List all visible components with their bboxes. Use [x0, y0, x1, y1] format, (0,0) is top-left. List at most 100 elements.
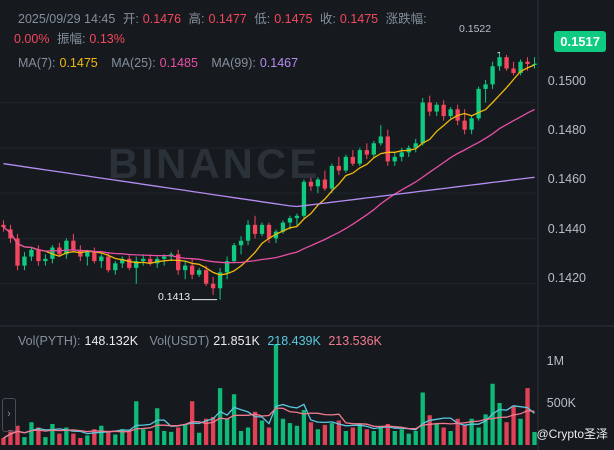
volume-axis-label: 1M — [546, 354, 564, 368]
price-axis-label: 0.1480 — [547, 123, 586, 137]
volume-bar — [273, 344, 279, 445]
volume-bar — [301, 410, 307, 445]
candle-body — [85, 252, 90, 257]
candle-body — [252, 224, 258, 234]
volume-bar — [497, 403, 502, 445]
candle-body — [120, 258, 125, 264]
volume-info-line: Vol(PYTH): 148.132K Vol(USDT) 21.851K 218.… — [18, 334, 386, 348]
volume-bar — [287, 423, 293, 445]
candle-body — [22, 256, 27, 266]
volume-bar — [511, 405, 516, 445]
candle-body — [322, 179, 328, 189]
volume-bar — [231, 394, 237, 445]
volume-bar — [378, 425, 383, 445]
volume-ma1-line — [3, 403, 535, 439]
volume-bar — [1, 438, 6, 445]
close-label: 收: — [319, 12, 336, 26]
volume-bar — [8, 430, 13, 445]
volume-bar — [406, 433, 411, 445]
ma99-label: MA(99): — [211, 56, 256, 70]
amplitude-value: 0.13% — [89, 32, 125, 46]
volume-bar — [532, 432, 537, 445]
volume-bar — [252, 411, 258, 445]
candle-body — [385, 136, 390, 162]
candle-body — [525, 61, 530, 64]
candle-body — [420, 102, 425, 144]
volume-ma2-line — [3, 407, 535, 439]
volume-bar — [203, 418, 209, 445]
binance-watermark: BINANCE — [108, 140, 321, 187]
volume-bar — [350, 427, 356, 445]
vol-pyth-value: 148.132K — [84, 334, 139, 348]
volume-bar — [78, 438, 83, 445]
low-value: 0.1475 — [274, 12, 313, 26]
candle-body — [148, 258, 153, 264]
volume-bar — [92, 429, 97, 445]
candle-body — [210, 283, 216, 289]
ohlc-info-line: 2025/09/29 14:45 开: 0.1476 高: 0.1477 低: 0.1… — [18, 8, 431, 27]
volume-bar — [427, 415, 432, 445]
current-price-tag: 0.1517 — [554, 31, 606, 52]
candle-body — [483, 84, 488, 89]
candle-body — [99, 256, 104, 262]
candle-body — [266, 224, 272, 239]
volume-bar — [113, 434, 118, 445]
candle-body — [315, 179, 321, 187]
volume-bar — [71, 433, 76, 445]
volume-bar — [504, 422, 509, 445]
ma99-line — [3, 163, 535, 208]
candle-body — [64, 240, 69, 255]
amplitude-label: 振幅: — [56, 32, 86, 46]
candle-body — [259, 224, 265, 234]
volume-bar — [357, 424, 362, 445]
volume-bar — [85, 435, 90, 445]
ma99-value: 0.1467 — [259, 56, 299, 70]
volume-bar — [162, 431, 167, 445]
close-value: 0.1475 — [339, 12, 379, 26]
candle-body — [245, 224, 251, 241]
volume-bar — [364, 429, 369, 445]
candle-body — [504, 57, 509, 69]
volume-bar — [455, 418, 460, 445]
volume-bar — [308, 422, 314, 445]
price-axis-label: 0.1500 — [547, 74, 586, 88]
volume-bar — [15, 425, 20, 445]
volume-bar — [518, 418, 523, 445]
high-label: 高: — [188, 12, 205, 26]
low-label: 低: — [254, 12, 271, 26]
vol-ma1-value: 218.439K — [267, 334, 321, 348]
volume-bar — [476, 427, 481, 445]
volume-bar — [182, 424, 188, 445]
candle-body — [399, 152, 404, 157]
change-value: 0.00% — [14, 32, 50, 46]
datetime: 2025/09/29 14:45 — [18, 12, 116, 26]
candle-body — [106, 256, 111, 271]
ma7-value: 0.1475 — [59, 56, 98, 70]
open-label: 开: — [122, 12, 139, 26]
candle-body — [50, 247, 55, 259]
ma25-line — [3, 108, 535, 264]
candle-body — [462, 120, 467, 130]
volume-bar — [238, 431, 244, 445]
collapse-arrow-button[interactable]: › — [2, 398, 16, 432]
volume-bar — [64, 427, 69, 445]
candle-body — [308, 181, 314, 187]
low-marker-label: 0.1413 — [158, 291, 191, 303]
volume-bar — [155, 408, 160, 445]
volume-bar — [525, 388, 530, 445]
volume-bar — [210, 417, 216, 445]
volume-bar — [434, 424, 439, 445]
volume-bar — [148, 431, 153, 445]
volume-bar — [224, 418, 230, 445]
candle-body — [427, 102, 432, 112]
change-info-line: 0.00% 振幅: 0.13% — [0, 28, 129, 47]
volume-axis-label: 500K — [546, 396, 576, 410]
candle-body — [357, 150, 362, 164]
candle-body — [29, 249, 34, 257]
volume-bar — [469, 418, 474, 445]
volume-bar — [106, 431, 111, 445]
candle-body — [182, 265, 188, 271]
candle-body — [518, 61, 523, 74]
candle-body — [15, 238, 20, 266]
